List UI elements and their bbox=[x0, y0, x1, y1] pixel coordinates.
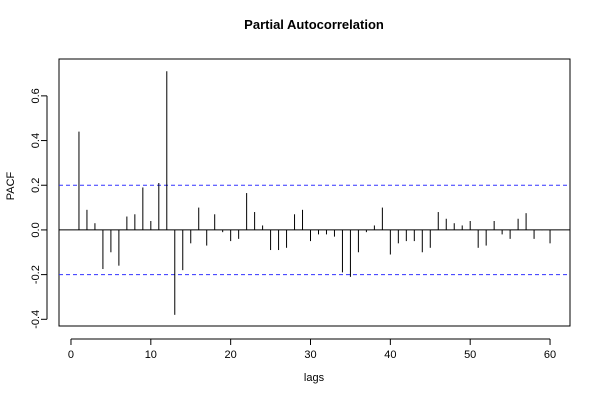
y-tick-label: 0.6 bbox=[30, 88, 42, 103]
y-tick-label: -0.2 bbox=[30, 265, 42, 284]
x-tick-label: 0 bbox=[68, 349, 74, 361]
x-tick-label: 20 bbox=[225, 349, 237, 361]
x-tick-label: 10 bbox=[145, 349, 157, 361]
y-tick-label: -0.4 bbox=[30, 310, 42, 329]
x-tick-label: 40 bbox=[384, 349, 396, 361]
x-tick-label: 30 bbox=[304, 349, 316, 361]
plot-frame bbox=[58, 58, 571, 327]
x-tick-label: 50 bbox=[464, 349, 476, 361]
plot-area: 0 10 20 30 40 50 60 -0.4 -0.2 0.0 0.2 0.4 0.6 bbox=[30, 58, 571, 361]
y-tick-label: 0.2 bbox=[30, 178, 42, 193]
x-tick-label: 60 bbox=[544, 349, 556, 361]
y-axis-label: PACF bbox=[5, 171, 17, 200]
y-tick-label: 0.4 bbox=[30, 133, 42, 148]
y-tick-label: 0.0 bbox=[30, 222, 42, 237]
chart-title: Partial Autocorrelation bbox=[244, 17, 384, 32]
x-axis-label: lags bbox=[304, 372, 325, 384]
